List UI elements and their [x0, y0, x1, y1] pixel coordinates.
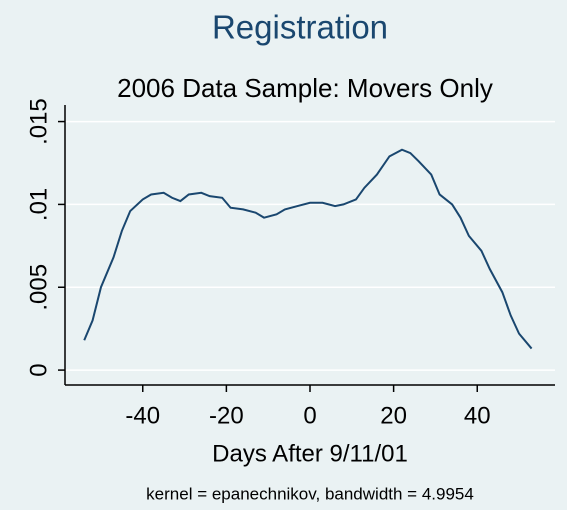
- x-tick-label: -20: [209, 402, 244, 429]
- x-tick-label: 40: [464, 402, 491, 429]
- y-tick-label: .01: [25, 188, 52, 221]
- x-tick-label: -40: [125, 402, 160, 429]
- x-tick-label: 0: [303, 402, 316, 429]
- x-axis-title: Days After 9/11/01: [212, 440, 408, 467]
- line-series: [83, 148, 533, 350]
- note: kernel = epanechnikov, bandwidth = 4.995…: [146, 484, 474, 503]
- x-tick-label: 20: [380, 402, 407, 429]
- y-tick-label: 0: [25, 363, 52, 376]
- chart-subtitle: 2006 Data Sample: Movers Only: [117, 73, 493, 103]
- y-tick-label: .005: [25, 264, 52, 311]
- y-tick-label: .015: [25, 98, 52, 145]
- chart-title: Registration: [212, 9, 388, 46]
